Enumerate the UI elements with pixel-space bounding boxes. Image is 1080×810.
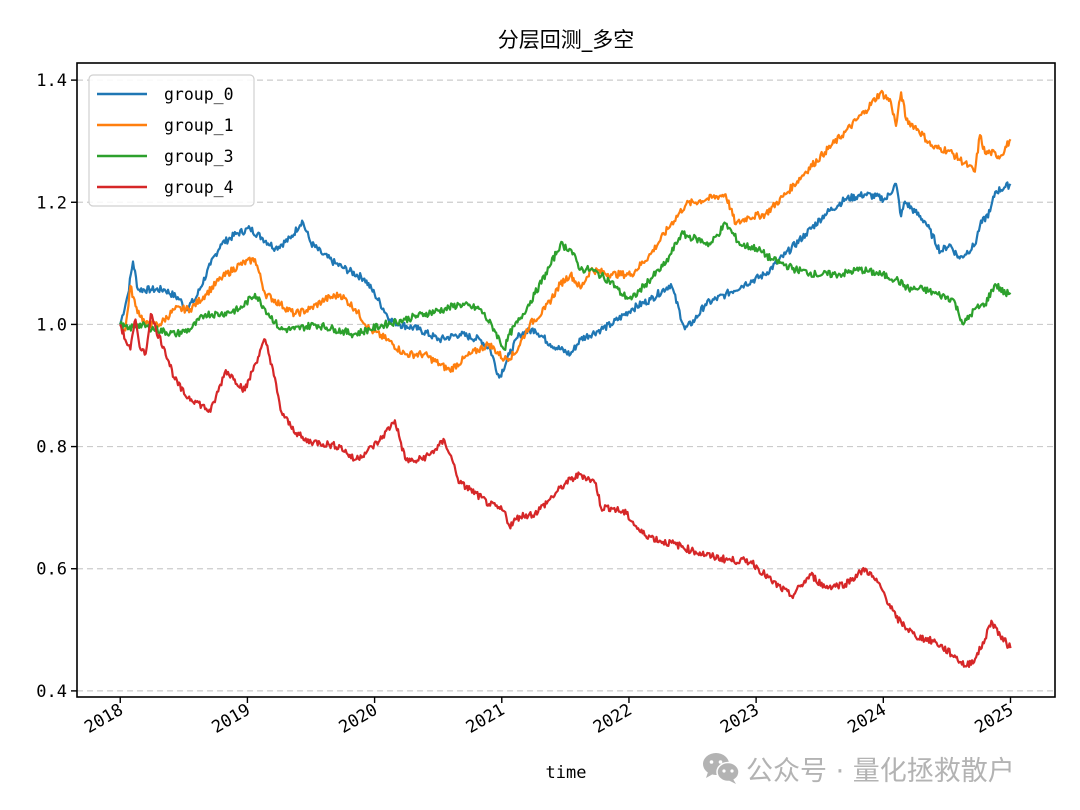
series-line-group_4 [119, 312, 1012, 669]
legend: group_0 group_1 group_3 group_4 [88, 74, 255, 207]
x-tick-label: 2020 [336, 700, 381, 738]
watermark: 公众号 · 量化拯救散户 [702, 748, 1015, 788]
series-line-group_3 [119, 221, 1012, 351]
y-tick-label: 1.4 [36, 71, 67, 91]
chart-title: 分层回测_多空 [498, 28, 635, 53]
x-tick-label: 2019 [208, 700, 253, 738]
x-tick-label: 2022 [590, 700, 635, 738]
x-tick-label: 2023 [717, 700, 762, 738]
y-tick-label: 0.6 [36, 560, 67, 580]
y-axis: 0.4 0.6 0.8 1.0 1.2 1.4 [36, 71, 77, 702]
legend-label: group_3 [164, 147, 234, 166]
x-tick-label: 2025 [972, 700, 1017, 738]
x-axis-label: time [546, 763, 587, 783]
legend-label: group_4 [164, 178, 234, 197]
x-tick-label: 2018 [81, 700, 126, 738]
wechat-icon [703, 753, 740, 784]
y-tick-label: 1.2 [36, 193, 67, 213]
legend-label: group_0 [164, 85, 234, 104]
watermark-text: 公众号 · 量化拯救散户 [746, 755, 1015, 787]
legend-label: group_1 [164, 116, 234, 135]
x-axis: 2018 2019 2020 2021 2022 2023 2024 2025 [81, 697, 1017, 738]
series-line-group_0 [119, 181, 1012, 379]
y-tick-label: 0.4 [36, 682, 67, 702]
x-tick-label: 2024 [844, 700, 889, 738]
y-tick-label: 1.0 [36, 315, 67, 335]
axes-frame [76, 62, 1056, 698]
x-tick-label: 2021 [463, 700, 508, 738]
legend-box [88, 74, 255, 207]
plot-lines [119, 89, 1012, 669]
y-tick-label: 0.8 [36, 438, 67, 458]
series-line-group_1 [119, 89, 1012, 373]
